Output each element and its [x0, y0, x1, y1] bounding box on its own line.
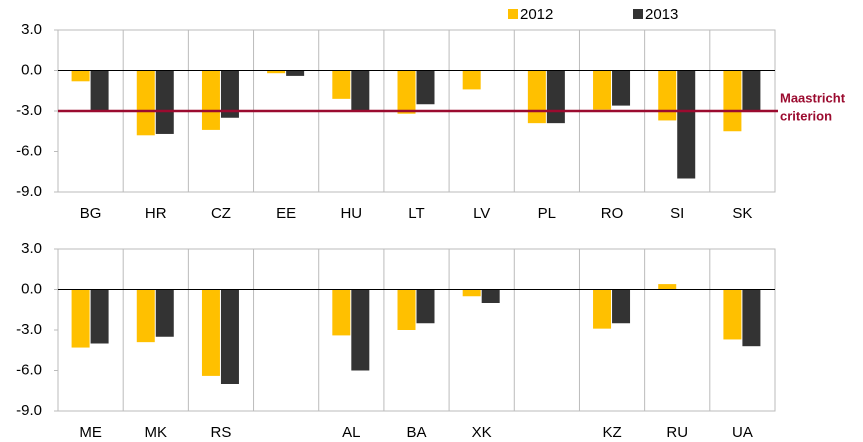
bar: [90, 289, 109, 344]
reference-label: Maastricht: [780, 90, 846, 105]
bar: [286, 70, 305, 76]
x-tick-label: XK: [472, 424, 492, 441]
bar: [462, 70, 481, 90]
x-tick-label: BG: [80, 205, 102, 222]
x-tick-label: BA: [406, 424, 426, 441]
bar: [267, 70, 286, 74]
y-tick-label: -6.0: [16, 361, 42, 378]
x-tick-label: KZ: [602, 424, 621, 441]
bar: [71, 289, 90, 348]
bar: [220, 70, 239, 118]
x-tick-label: SK: [732, 205, 752, 222]
bar: [527, 70, 546, 124]
bar: [351, 289, 370, 371]
x-tick-label: AL: [342, 424, 360, 441]
bar: [397, 289, 416, 330]
y-tick-label: -3.0: [16, 321, 42, 338]
x-tick-label: UA: [732, 424, 753, 441]
y-tick-label: 0.0: [21, 280, 42, 297]
bar: [742, 70, 761, 111]
x-tick-label: ME: [79, 424, 102, 441]
legend-label: 2012: [520, 6, 553, 23]
bar: [155, 70, 174, 134]
bar: [723, 70, 742, 132]
y-tick-label: 0.0: [21, 61, 42, 78]
bar: [677, 70, 696, 179]
bar: [742, 289, 761, 347]
bar: [220, 289, 239, 384]
x-tick-label: SI: [670, 205, 684, 222]
bar: [136, 70, 155, 136]
x-tick-label: RU: [666, 424, 688, 441]
x-tick-label: CZ: [211, 205, 231, 222]
bar: [71, 70, 90, 82]
x-tick-label: LT: [408, 205, 424, 222]
bar: [612, 70, 631, 106]
y-tick-label: -9.0: [16, 183, 42, 200]
x-tick-label: EE: [276, 205, 296, 222]
y-tick-label: -6.0: [16, 142, 42, 159]
x-tick-label: MK: [145, 424, 168, 441]
x-tick-label: LV: [473, 205, 490, 222]
bar: [462, 289, 481, 297]
bar: [416, 289, 435, 324]
bar: [201, 289, 220, 376]
x-tick-label: RO: [601, 205, 624, 222]
x-tick-label: HR: [145, 205, 167, 222]
x-tick-label: HU: [340, 205, 362, 222]
y-tick-label: -3.0: [16, 102, 42, 119]
bar: [481, 289, 500, 303]
legend-swatch: [633, 9, 643, 19]
bar: [593, 70, 612, 110]
reference-label: criterion: [780, 108, 832, 123]
x-tick-label: RS: [211, 424, 232, 441]
legend-swatch: [508, 9, 518, 19]
bar: [351, 70, 370, 111]
legend-label: 2013: [645, 6, 678, 23]
bar: [136, 289, 155, 343]
bar: [397, 70, 416, 114]
y-tick-label: 3.0: [21, 240, 42, 257]
bar: [90, 70, 109, 111]
bar: [416, 70, 435, 105]
y-tick-label: 3.0: [21, 21, 42, 38]
bar: [201, 70, 220, 130]
bar: [332, 289, 351, 336]
bar: [546, 70, 565, 124]
bar: [723, 289, 742, 340]
bar: [658, 70, 677, 121]
bar: [658, 284, 677, 290]
bar: [332, 70, 351, 99]
bar: [593, 289, 612, 329]
bar: [612, 289, 631, 324]
x-tick-label: PL: [538, 205, 556, 222]
bar: [155, 289, 174, 337]
y-tick-label: -9.0: [16, 402, 42, 419]
